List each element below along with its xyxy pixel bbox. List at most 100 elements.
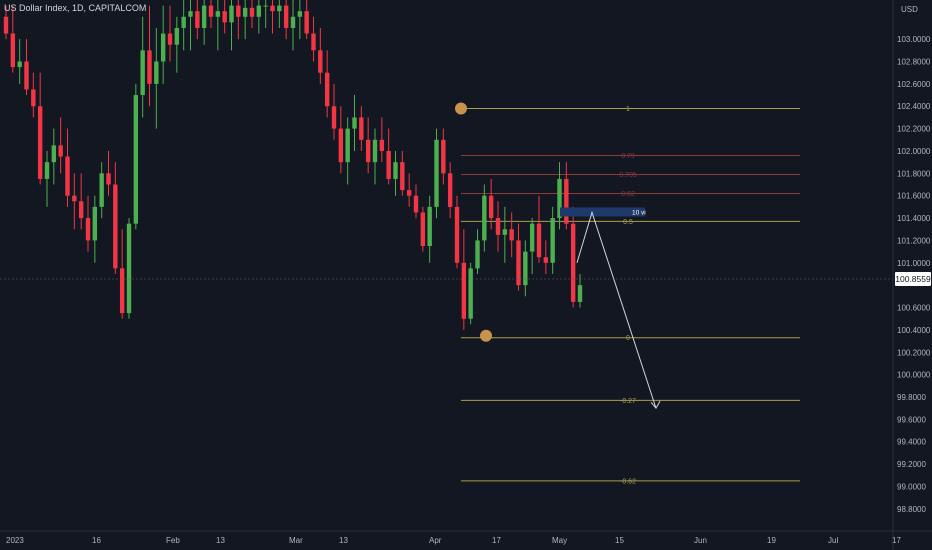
y-tick-label: 103.0000 xyxy=(897,35,931,44)
candle-body[interactable] xyxy=(550,218,555,263)
candle-body[interactable] xyxy=(154,61,159,84)
candle-body[interactable] xyxy=(441,139,446,174)
candle-body[interactable] xyxy=(58,145,63,157)
candle-body[interactable] xyxy=(502,229,508,235)
candle-body[interactable] xyxy=(393,162,398,179)
candle-body[interactable] xyxy=(365,139,371,163)
candle-body[interactable] xyxy=(236,5,241,17)
fib-anchor-low[interactable] xyxy=(480,329,492,342)
candle-body[interactable] xyxy=(386,150,391,179)
candle-body[interactable] xyxy=(133,95,139,224)
candle-body[interactable] xyxy=(468,268,473,319)
candle-body[interactable] xyxy=(283,5,289,28)
candle-body[interactable] xyxy=(311,33,316,51)
candle-body[interactable] xyxy=(229,5,234,23)
candle-body[interactable] xyxy=(174,27,180,45)
candle-body[interactable] xyxy=(24,61,29,90)
candle-body[interactable] xyxy=(516,240,521,286)
candle-body[interactable] xyxy=(488,195,494,219)
candle-body[interactable] xyxy=(523,251,528,286)
candle-body[interactable] xyxy=(72,195,77,202)
fibonacci-retracement[interactable]: 1 0.79 0.705 0.62 0.5 0 -0.27 -0.62 xyxy=(455,102,800,485)
candle-body[interactable] xyxy=(208,5,214,17)
candle-body[interactable] xyxy=(400,162,405,191)
candle-body[interactable] xyxy=(3,16,9,34)
candle-body[interactable] xyxy=(126,223,132,314)
candle-body[interactable] xyxy=(297,11,303,17)
candle-body[interactable] xyxy=(570,223,576,302)
candle-body[interactable] xyxy=(543,257,549,263)
candle-body[interactable] xyxy=(406,190,412,196)
candle-body[interactable] xyxy=(188,11,193,17)
fib-anchor-high[interactable] xyxy=(455,102,467,115)
y-tick-label: 102.8000 xyxy=(897,58,931,67)
candle-body[interactable] xyxy=(413,195,419,213)
candle-body[interactable] xyxy=(324,72,330,107)
candle-body[interactable] xyxy=(447,173,453,207)
candle-body[interactable] xyxy=(372,139,378,163)
candle-body[interactable] xyxy=(454,206,460,263)
y-tick-label: 98.8000 xyxy=(897,505,926,514)
position-box[interactable] xyxy=(560,207,645,217)
symbol-title: US Dollar Index, 1D, CAPITALCOM xyxy=(4,3,147,13)
candle-body[interactable] xyxy=(215,11,221,17)
candle-body[interactable] xyxy=(37,106,43,179)
candle-body[interactable] xyxy=(379,139,385,151)
candle-body[interactable] xyxy=(44,162,50,179)
candle-body[interactable] xyxy=(263,5,268,7)
candle-body[interactable] xyxy=(529,223,535,252)
candle-body[interactable] xyxy=(181,16,186,28)
candle-body[interactable] xyxy=(119,268,125,314)
candle-body[interactable] xyxy=(113,184,118,269)
projection-arrow-line[interactable] xyxy=(576,210,657,409)
y-tick-label: 101.4000 xyxy=(897,214,931,223)
candle-body[interactable] xyxy=(482,195,487,241)
candle-body[interactable] xyxy=(65,156,70,196)
candle-body[interactable] xyxy=(318,50,323,73)
price-axis[interactable]: 103.0000 102.8000 102.6000 102.4000 102.2000… xyxy=(897,35,931,514)
candle-body[interactable] xyxy=(51,145,57,163)
candle-body[interactable] xyxy=(147,50,152,84)
candle-body[interactable] xyxy=(331,106,337,129)
candle-body[interactable] xyxy=(427,206,432,247)
candle-body[interactable] xyxy=(304,11,309,34)
projection-annotation[interactable]: 10 vi xyxy=(560,207,661,410)
candle-body[interactable] xyxy=(242,7,248,17)
candle-body[interactable] xyxy=(17,61,22,68)
candle-body[interactable] xyxy=(359,117,364,140)
candle-body[interactable] xyxy=(195,11,200,28)
candle-body[interactable] xyxy=(222,11,227,23)
candle-body[interactable] xyxy=(78,201,84,219)
candle-body[interactable] xyxy=(475,240,480,269)
candle-body[interactable] xyxy=(85,218,91,241)
candle-body[interactable] xyxy=(564,178,569,224)
candle-body[interactable] xyxy=(167,33,173,45)
candle-body[interactable] xyxy=(249,7,255,17)
candle-body[interactable] xyxy=(277,5,282,12)
candle-body[interactable] xyxy=(106,173,111,185)
candlestick-series[interactable] xyxy=(3,0,583,330)
candle-body[interactable] xyxy=(201,5,207,28)
candle-body[interactable] xyxy=(270,5,275,12)
candle-body[interactable] xyxy=(31,89,36,107)
candle-body[interactable] xyxy=(461,262,467,319)
candle-body[interactable] xyxy=(557,178,562,219)
candle-body[interactable] xyxy=(338,128,344,163)
candle-body[interactable] xyxy=(434,139,439,207)
candle-body[interactable] xyxy=(140,50,145,96)
candle-body[interactable] xyxy=(290,16,296,28)
candle-body[interactable] xyxy=(160,33,166,62)
candle-body[interactable] xyxy=(577,285,583,302)
candle-body[interactable] xyxy=(420,212,426,247)
candle-body[interactable] xyxy=(495,218,501,235)
candle-body[interactable] xyxy=(352,117,357,129)
candle-body[interactable] xyxy=(345,128,350,163)
time-axis[interactable]: 2023 16 Feb 13 Mar 13 Apr 17 May 15 Jun 19 Jul 17 xyxy=(6,536,901,545)
candle-body[interactable] xyxy=(99,173,104,207)
candle-body[interactable] xyxy=(256,5,262,17)
candle-body[interactable] xyxy=(10,33,16,68)
candle-body[interactable] xyxy=(509,229,514,241)
candle-body[interactable] xyxy=(536,223,542,258)
candle-body[interactable] xyxy=(92,206,98,241)
